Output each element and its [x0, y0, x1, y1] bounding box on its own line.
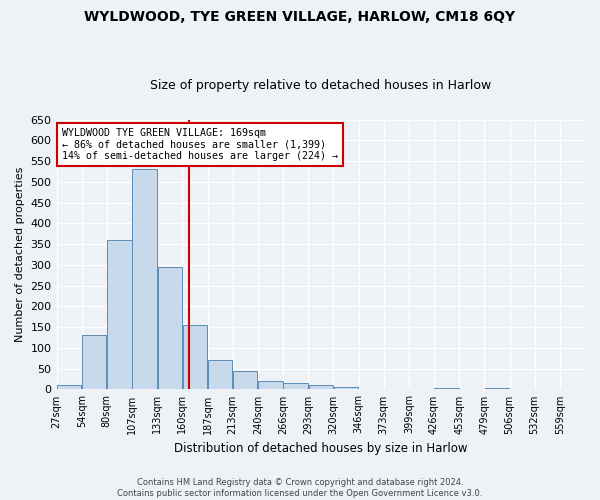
Bar — [434, 388, 459, 390]
Bar — [308, 386, 333, 390]
Bar — [334, 388, 358, 390]
Text: WYLDWOOD, TYE GREEN VILLAGE, HARLOW, CM18 6QY: WYLDWOOD, TYE GREEN VILLAGE, HARLOW, CM1… — [85, 10, 515, 24]
Text: Contains HM Land Registry data © Crown copyright and database right 2024.
Contai: Contains HM Land Registry data © Crown c… — [118, 478, 482, 498]
X-axis label: Distribution of detached houses by size in Harlow: Distribution of detached houses by size … — [174, 442, 467, 455]
Bar — [233, 370, 257, 390]
Bar — [258, 381, 283, 390]
Bar — [485, 388, 509, 390]
Bar — [359, 388, 383, 390]
Bar — [158, 267, 182, 390]
Bar — [283, 383, 308, 390]
Bar — [57, 386, 82, 390]
Y-axis label: Number of detached properties: Number of detached properties — [15, 167, 25, 342]
Bar — [208, 360, 232, 390]
Bar — [82, 336, 106, 390]
Bar — [560, 388, 584, 390]
Text: WYLDWOOD TYE GREEN VILLAGE: 169sqm
← 86% of detached houses are smaller (1,399)
: WYLDWOOD TYE GREEN VILLAGE: 169sqm ← 86%… — [62, 128, 338, 161]
Bar — [133, 170, 157, 390]
Bar — [183, 325, 207, 390]
Bar — [107, 240, 131, 390]
Title: Size of property relative to detached houses in Harlow: Size of property relative to detached ho… — [150, 79, 491, 92]
